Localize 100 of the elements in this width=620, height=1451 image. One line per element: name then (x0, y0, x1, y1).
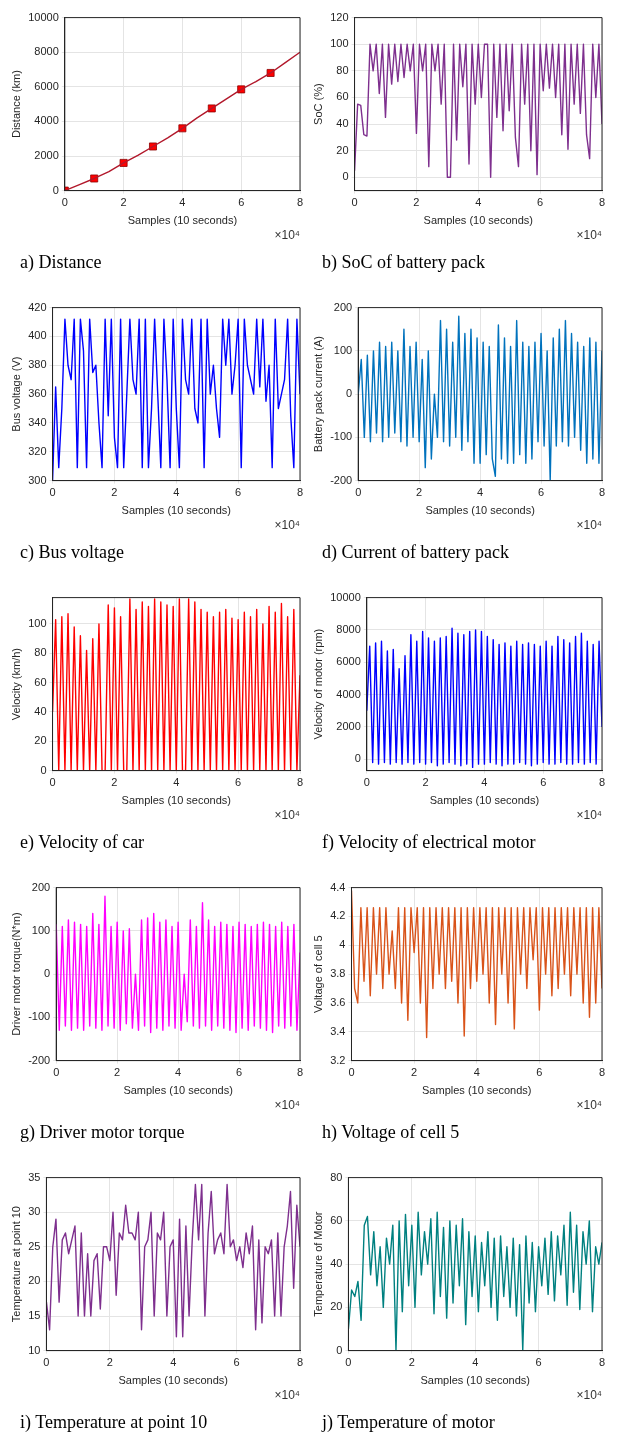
x-tick-label: 8 (296, 776, 304, 789)
y-axis-title: Velocity (km/h) (9, 648, 22, 721)
text: c) Bus voltage (19, 542, 125, 563)
y-tick-label: 20 (336, 143, 349, 156)
y-tick-label: -200 (330, 473, 353, 486)
y-tick-label: 420 (28, 300, 47, 313)
y-tick-label: 120 (330, 10, 349, 23)
x-tick-label: 4 (175, 1066, 182, 1079)
x-tick-label: 2 (411, 1066, 418, 1079)
y-tick-label: 2000 (34, 149, 59, 162)
text: d) Current of battery pack (321, 542, 510, 563)
y-tick-label: 25 (28, 1239, 41, 1252)
x-axis-title: Samples (10 seconds) (127, 214, 238, 227)
x-tick-label: 8 (296, 486, 304, 499)
x-tick-label: 6 (235, 486, 242, 499)
y-tick-label: 340 (28, 415, 47, 428)
x-tick-label: 6 (537, 486, 545, 499)
text: ×10⁴ (274, 518, 300, 533)
y-tick-label: 0 (346, 387, 353, 400)
y-tick-label: 3.4 (330, 1024, 346, 1037)
y-tick-label: 4.2 (330, 909, 346, 922)
y-tick-label: 0 (336, 1343, 343, 1356)
y-axis-title: Voltage of cell 5 (311, 935, 324, 1013)
y-tick-label: 15 (28, 1309, 41, 1322)
text: h) Voltage of cell 5 (321, 1122, 461, 1143)
text: ×10⁴ (576, 808, 602, 823)
text: ×10⁴ (576, 228, 602, 243)
x-tick-label: 4 (475, 196, 482, 209)
y-tick-label: 0 (354, 752, 361, 765)
y-tick-label: 400 (28, 329, 47, 342)
y-tick-label: 10 (28, 1343, 41, 1356)
y-tick-label: 100 (31, 923, 51, 936)
x-tick-label: 8 (296, 1356, 304, 1369)
y-tick-label: 0 (44, 967, 51, 980)
text: b) SoC of battery pack (321, 252, 486, 273)
y-tick-label: 40 (336, 117, 349, 130)
text: ×10⁴ (576, 1388, 602, 1403)
y-tick-label: 200 (333, 300, 353, 313)
x-tick-label: 2 (111, 486, 118, 499)
y-tick-label: 3.6 (330, 995, 346, 1008)
y-tick-label: 300 (28, 473, 47, 486)
y-tick-label: 4 (339, 938, 346, 951)
text: g) Driver motor torque (19, 1122, 186, 1143)
y-tick-label: 3.8 (330, 967, 346, 980)
y-tick-label: 360 (28, 387, 47, 400)
text: ×10⁴ (274, 1388, 300, 1403)
y-tick-label: 60 (336, 90, 349, 103)
x-tick-label: 2 (114, 1066, 121, 1079)
y-axis-title: Velocity of motor (rpm) (311, 628, 324, 740)
y-tick-label: 0 (40, 763, 47, 776)
x-tick-label: 4 (477, 486, 484, 499)
y-tick-label: 100 (333, 343, 353, 356)
x-tick-label: 8 (598, 776, 606, 789)
y-tick-label: 60 (34, 675, 47, 688)
text: ×10⁴ (274, 1098, 300, 1113)
y-tick-label: 100 (28, 617, 47, 630)
y-tick-label: 8000 (34, 45, 59, 58)
y-tick-label: 100 (330, 37, 349, 50)
x-tick-label: 0 (363, 776, 370, 789)
x-axis-title: Samples (10 seconds) (423, 214, 533, 227)
text: ×10⁴ (274, 808, 300, 823)
text: f) Velocity of electrical motor (321, 832, 537, 853)
x-tick-label: 8 (598, 1356, 606, 1369)
x-tick-label: 6 (537, 196, 544, 209)
x-axis-title: Samples (10 seconds) (420, 1374, 530, 1387)
y-tick-label: -200 (28, 1053, 51, 1066)
y-tick-label: -100 (28, 1010, 51, 1023)
x-axis-title: Samples (10 seconds) (121, 794, 231, 807)
x-tick-label: 8 (598, 1066, 606, 1079)
x-tick-label: 4 (473, 1066, 480, 1079)
y-axis-title: SoC (%) (311, 83, 324, 125)
x-tick-label: 6 (540, 776, 547, 789)
y-axis-title: Temperature at point 10 (9, 1206, 22, 1323)
y-axis-title: Temperature of Motor (311, 1211, 324, 1317)
y-tick-label: 380 (28, 358, 47, 371)
y-tick-label: 0 (52, 183, 59, 196)
x-tick-label: 6 (535, 1356, 542, 1369)
x-tick-label: 0 (61, 196, 68, 209)
y-tick-label: 20 (28, 1274, 41, 1287)
y-axis-title: Driver motor torque(N*m) (9, 912, 22, 1036)
x-tick-label: 4 (173, 486, 180, 499)
x-tick-label: 8 (296, 196, 304, 209)
y-tick-label: 200 (31, 880, 51, 893)
x-tick-label: 4 (170, 1356, 177, 1369)
text: ×10⁴ (274, 228, 300, 243)
y-tick-label: 8000 (336, 622, 361, 635)
x-axis-title: Samples (10 seconds) (118, 1374, 228, 1387)
x-tick-label: 2 (416, 486, 423, 499)
x-tick-label: 8 (296, 1066, 304, 1079)
y-tick-label: 40 (330, 1257, 343, 1270)
text: e) Velocity of car (19, 832, 146, 853)
x-axis-title: Samples (10 seconds) (123, 1084, 233, 1097)
y-tick-label: 80 (336, 63, 349, 76)
y-tick-label: 20 (34, 734, 47, 747)
y-tick-label: 4000 (336, 687, 361, 700)
y-tick-label: 20 (330, 1300, 343, 1313)
y-tick-label: 4.4 (330, 880, 346, 893)
y-axis-title: Distance (km) (9, 70, 22, 139)
x-tick-label: 2 (106, 1356, 113, 1369)
y-tick-label: 6000 (34, 79, 59, 92)
